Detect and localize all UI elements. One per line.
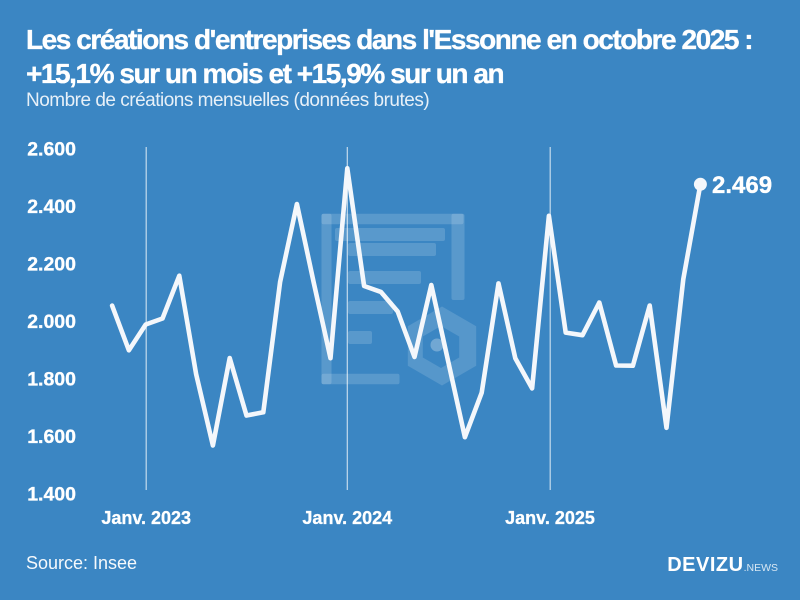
svg-text:1.600: 1.600 (27, 426, 76, 448)
svg-text:1.800: 1.800 (27, 368, 76, 390)
svg-text:2.469: 2.469 (712, 172, 772, 199)
svg-text:2.400: 2.400 (27, 196, 76, 218)
svg-text:2.200: 2.200 (27, 253, 76, 275)
svg-text:2.000: 2.000 (27, 311, 76, 333)
svg-text:1.400: 1.400 (27, 483, 76, 505)
svg-text:Janv. 2023: Janv. 2023 (101, 508, 191, 528)
svg-text:2.600: 2.600 (27, 138, 76, 160)
svg-text:Janv. 2025: Janv. 2025 (505, 508, 595, 528)
svg-text:Janv. 2024: Janv. 2024 (302, 508, 392, 528)
